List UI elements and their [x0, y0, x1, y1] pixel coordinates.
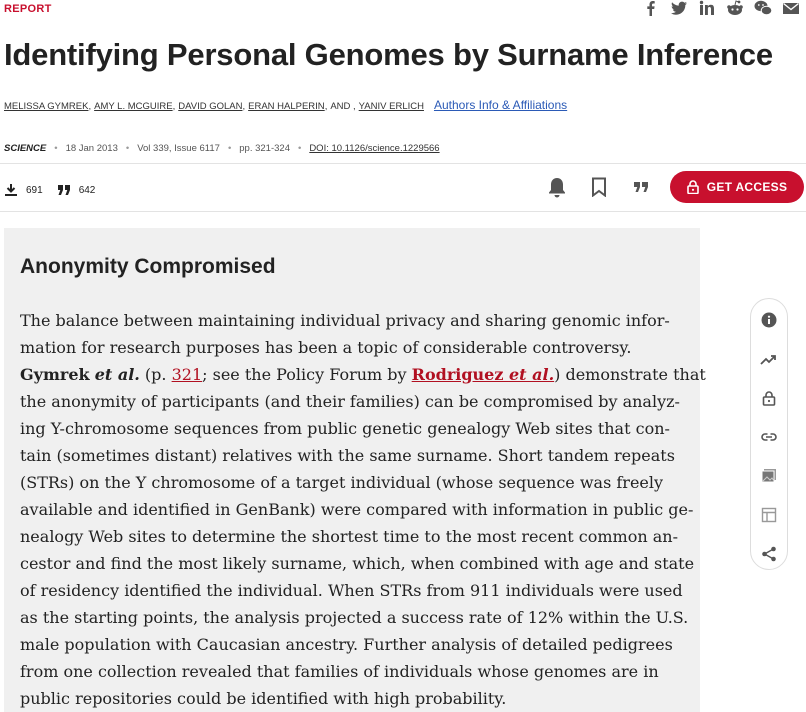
abstract-line: male population with Caucasian ancestry.… — [20, 635, 673, 654]
divider — [0, 211, 806, 212]
wechat-icon[interactable] — [754, 0, 772, 16]
share-icon[interactable] — [760, 545, 778, 563]
abstract-line: public repositories could be identified … — [20, 689, 507, 708]
lock-icon — [686, 180, 699, 194]
social-share-bar — [642, 0, 800, 16]
abstract-line: mation for research purposes has been a … — [20, 338, 632, 357]
author-link[interactable]: ERAN HALPERIN — [248, 101, 325, 112]
info-icon[interactable] — [760, 311, 778, 329]
twitter-icon[interactable] — [670, 0, 688, 16]
abstract-line: of residency identified the individual. … — [20, 581, 683, 600]
trend-icon[interactable] — [760, 350, 778, 368]
abstract-line: as the starting points, the analysis pro… — [20, 608, 689, 627]
abstract-line: the anonymity of participants (and their… — [20, 392, 680, 411]
author-link[interactable]: DAVID GOLAN — [178, 101, 243, 112]
abstract-line: Gymrek et al. (p. 321; see the Policy Fo… — [20, 365, 706, 384]
linkedin-icon[interactable] — [698, 0, 716, 16]
abstract-line: tain (sometimes distant) relatives with … — [20, 446, 675, 465]
section-label: REPORT — [4, 3, 52, 15]
author-list: MELISSA GYMREK, AMY L. MCGUIRE, DAVID GO… — [4, 98, 568, 112]
abstract-line: from one collection revealed that famili… — [20, 662, 659, 681]
author-emphasis: Gymrek — [20, 365, 90, 384]
author-emphasis-etal: et al. — [94, 365, 140, 384]
page-range: pp. 321-324 — [239, 143, 290, 154]
divider — [0, 163, 806, 164]
table-icon[interactable] — [760, 506, 778, 524]
page-reference-link[interactable]: 321 — [171, 365, 203, 384]
abstract-panel: Anonymity Compromised The balance betwee… — [4, 228, 706, 712]
download-icon — [4, 183, 18, 197]
facebook-icon[interactable] — [642, 0, 660, 16]
link-icon[interactable] — [760, 428, 778, 446]
abstract-heading: Anonymity Compromised — [20, 255, 276, 278]
publication-date: 18 Jan 2013 — [65, 143, 118, 154]
author-link[interactable]: AMY L. MCGUIRE — [94, 101, 173, 112]
abstract-line: (STRs) on the Y chromosome of a target i… — [20, 473, 664, 492]
cite-icon[interactable] — [630, 176, 652, 198]
bookmark-icon[interactable] — [588, 176, 610, 198]
volume-issue[interactable]: Vol 339, Issue 6117 — [137, 143, 220, 154]
reddit-icon[interactable] — [726, 0, 744, 16]
citation-icon — [57, 184, 71, 196]
author-link[interactable]: YANIV ERLICH — [358, 101, 424, 112]
abstract-line: available and identified in GenBank) wer… — [20, 500, 694, 519]
get-access-label: GET ACCESS — [706, 180, 788, 194]
policy-forum-link[interactable]: Rodriguez et al. — [411, 365, 555, 384]
get-access-button[interactable]: GET ACCESS — [670, 171, 804, 203]
abstract-line: nealogy Web sites to determine the short… — [20, 527, 678, 546]
citation-count: 642 — [78, 184, 96, 196]
email-icon[interactable] — [782, 0, 800, 16]
article-title: Identifying Personal Genomes by Surname … — [4, 37, 773, 72]
download-count: 691 — [26, 184, 43, 196]
author-link[interactable]: MELISSA GYMREK — [4, 101, 89, 112]
bell-icon[interactable] — [546, 176, 568, 198]
authors-affiliations-link[interactable]: Authors Info & Affiliations — [433, 98, 568, 112]
publication-meta: SCIENCE • 18 Jan 2013 • Vol 339, Issue 6… — [4, 143, 440, 154]
abstract-line: cestor and find the most likely surname,… — [20, 554, 695, 573]
lock-icon[interactable] — [760, 389, 778, 407]
abstract-line: ing Y-chromosome sequences from public g… — [20, 419, 670, 438]
abstract-text: The balance between maintaining individu… — [20, 307, 706, 712]
author-conjunction: AND — [330, 101, 351, 112]
article-actions: GET ACCESS — [546, 171, 804, 203]
article-tools-rail — [750, 298, 788, 570]
article-metrics: 691 642 — [4, 183, 109, 197]
images-icon[interactable] — [760, 467, 778, 485]
journal-name[interactable]: SCIENCE — [4, 143, 47, 154]
doi-link[interactable]: DOI: 10.1126/science.1229566 — [309, 143, 440, 154]
abstract-line: The balance between maintaining individu… — [20, 311, 670, 330]
